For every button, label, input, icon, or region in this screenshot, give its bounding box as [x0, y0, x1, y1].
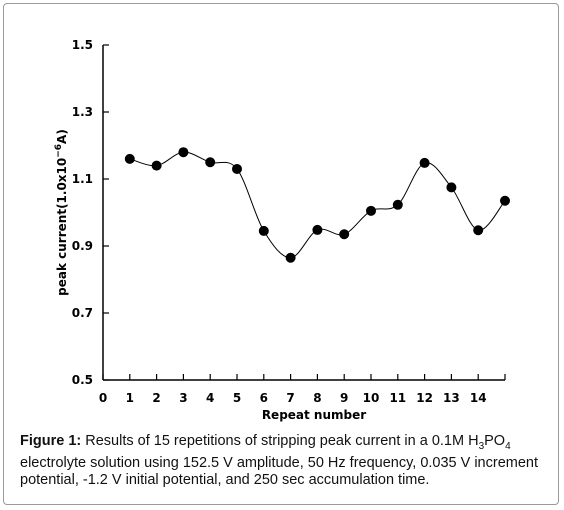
series-points-layer: [124, 147, 510, 263]
x-tick-label: 8: [313, 391, 321, 405]
x-tick-label: 3: [179, 391, 187, 405]
x-tick-label: 5: [233, 391, 241, 405]
x-tick-label: 9: [340, 391, 348, 405]
caption-label: Figure 1:: [20, 433, 82, 449]
x-tick-label: 6: [260, 391, 268, 405]
y-tick-label: 1.3: [72, 105, 93, 119]
y-tick-label: 1.1: [72, 172, 93, 186]
y-tick-label: 0.5: [72, 373, 93, 387]
y-tick-label: 0.9: [72, 239, 93, 253]
x-tick-label: 1: [126, 391, 134, 405]
y-axis-title-main: peak current(1.0x10: [55, 158, 69, 296]
y-tick-label: 0.7: [72, 306, 93, 320]
y-tick-label: 1.5: [72, 38, 93, 52]
data-point: [473, 225, 484, 236]
data-point: [178, 147, 189, 158]
x-tick-label: 0: [99, 391, 107, 405]
x-tick-label: 2: [152, 391, 160, 405]
data-point: [285, 252, 296, 263]
x-tick-label: 7: [286, 391, 294, 405]
data-point: [446, 182, 457, 193]
chart-axes: 0.50.70.91.11.31.50 1 2 3 4 5 6 7 8 9 10 11 12 13 14: [72, 38, 506, 405]
data-point: [312, 224, 323, 235]
x-axis-title: Repeat number: [262, 408, 366, 422]
caption-text-a: Results of 15 repetitions of stripping p…: [81, 433, 479, 449]
x-tick-label: 10: [363, 391, 380, 405]
caption-text-b: PO: [484, 433, 506, 449]
data-point: [258, 225, 269, 236]
data-point: [232, 163, 242, 174]
data-point: [124, 153, 135, 164]
data-point: [339, 229, 350, 240]
data-point: [419, 157, 430, 168]
data-point: [500, 195, 510, 206]
line-chart: 0.50.70.91.11.31.50 1 2 3 4 5 6 7 8 9 10 11 12 13 14 R…: [54, 38, 510, 422]
x-tick-label: 13: [443, 391, 460, 405]
series-curve-layer: [129, 151, 506, 259]
x-tick-label: 12: [416, 391, 433, 405]
series-line: [129, 151, 506, 259]
data-point: [151, 160, 162, 171]
data-point: [366, 205, 376, 216]
x-tick-label: 14: [470, 391, 487, 405]
data-point: [392, 199, 403, 210]
y-axis-title: peak current(1.0x10−6A): [54, 129, 69, 296]
data-point: [205, 157, 216, 168]
y-axis-title-exponent: −6: [54, 144, 64, 158]
caption-subscript-4: 4: [505, 440, 511, 452]
x-tick-label: 11: [389, 391, 406, 405]
x-tick-label: 4: [206, 391, 214, 405]
y-axis-title-unit: A): [55, 129, 69, 144]
caption-subscript-3: 3: [478, 440, 485, 452]
figure-caption: Figure 1: Results of 15 repetitions of s…: [20, 433, 548, 489]
caption-text-c: electrolyte solution using 152.5 V ampli…: [20, 454, 538, 488]
